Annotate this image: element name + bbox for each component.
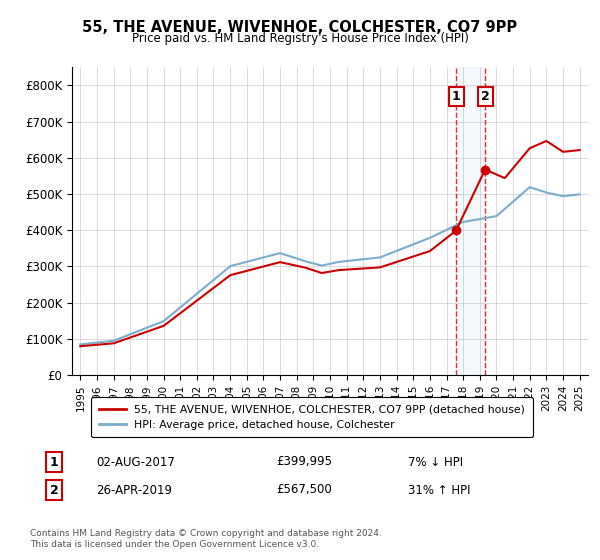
Legend: 55, THE AVENUE, WIVENHOE, COLCHESTER, CO7 9PP (detached house), HPI: Average pri: 55, THE AVENUE, WIVENHOE, COLCHESTER, CO…: [91, 397, 533, 437]
Text: 2: 2: [50, 483, 58, 497]
Text: 31% ↑ HPI: 31% ↑ HPI: [408, 483, 470, 497]
Text: Price paid vs. HM Land Registry's House Price Index (HPI): Price paid vs. HM Land Registry's House …: [131, 32, 469, 45]
Text: £567,500: £567,500: [276, 483, 332, 497]
Text: 2: 2: [481, 90, 490, 102]
Text: 1: 1: [50, 455, 58, 469]
Text: 7% ↓ HPI: 7% ↓ HPI: [408, 455, 463, 469]
Text: 26-APR-2019: 26-APR-2019: [96, 483, 172, 497]
Bar: [456, 67, 485, 375]
Text: 02-AUG-2017: 02-AUG-2017: [96, 455, 175, 469]
Text: 1: 1: [452, 90, 461, 102]
Text: 55, THE AVENUE, WIVENHOE, COLCHESTER, CO7 9PP: 55, THE AVENUE, WIVENHOE, COLCHESTER, CO…: [82, 20, 518, 35]
Text: £399,995: £399,995: [276, 455, 332, 469]
Text: Contains HM Land Registry data © Crown copyright and database right 2024.
This d: Contains HM Land Registry data © Crown c…: [30, 529, 382, 549]
